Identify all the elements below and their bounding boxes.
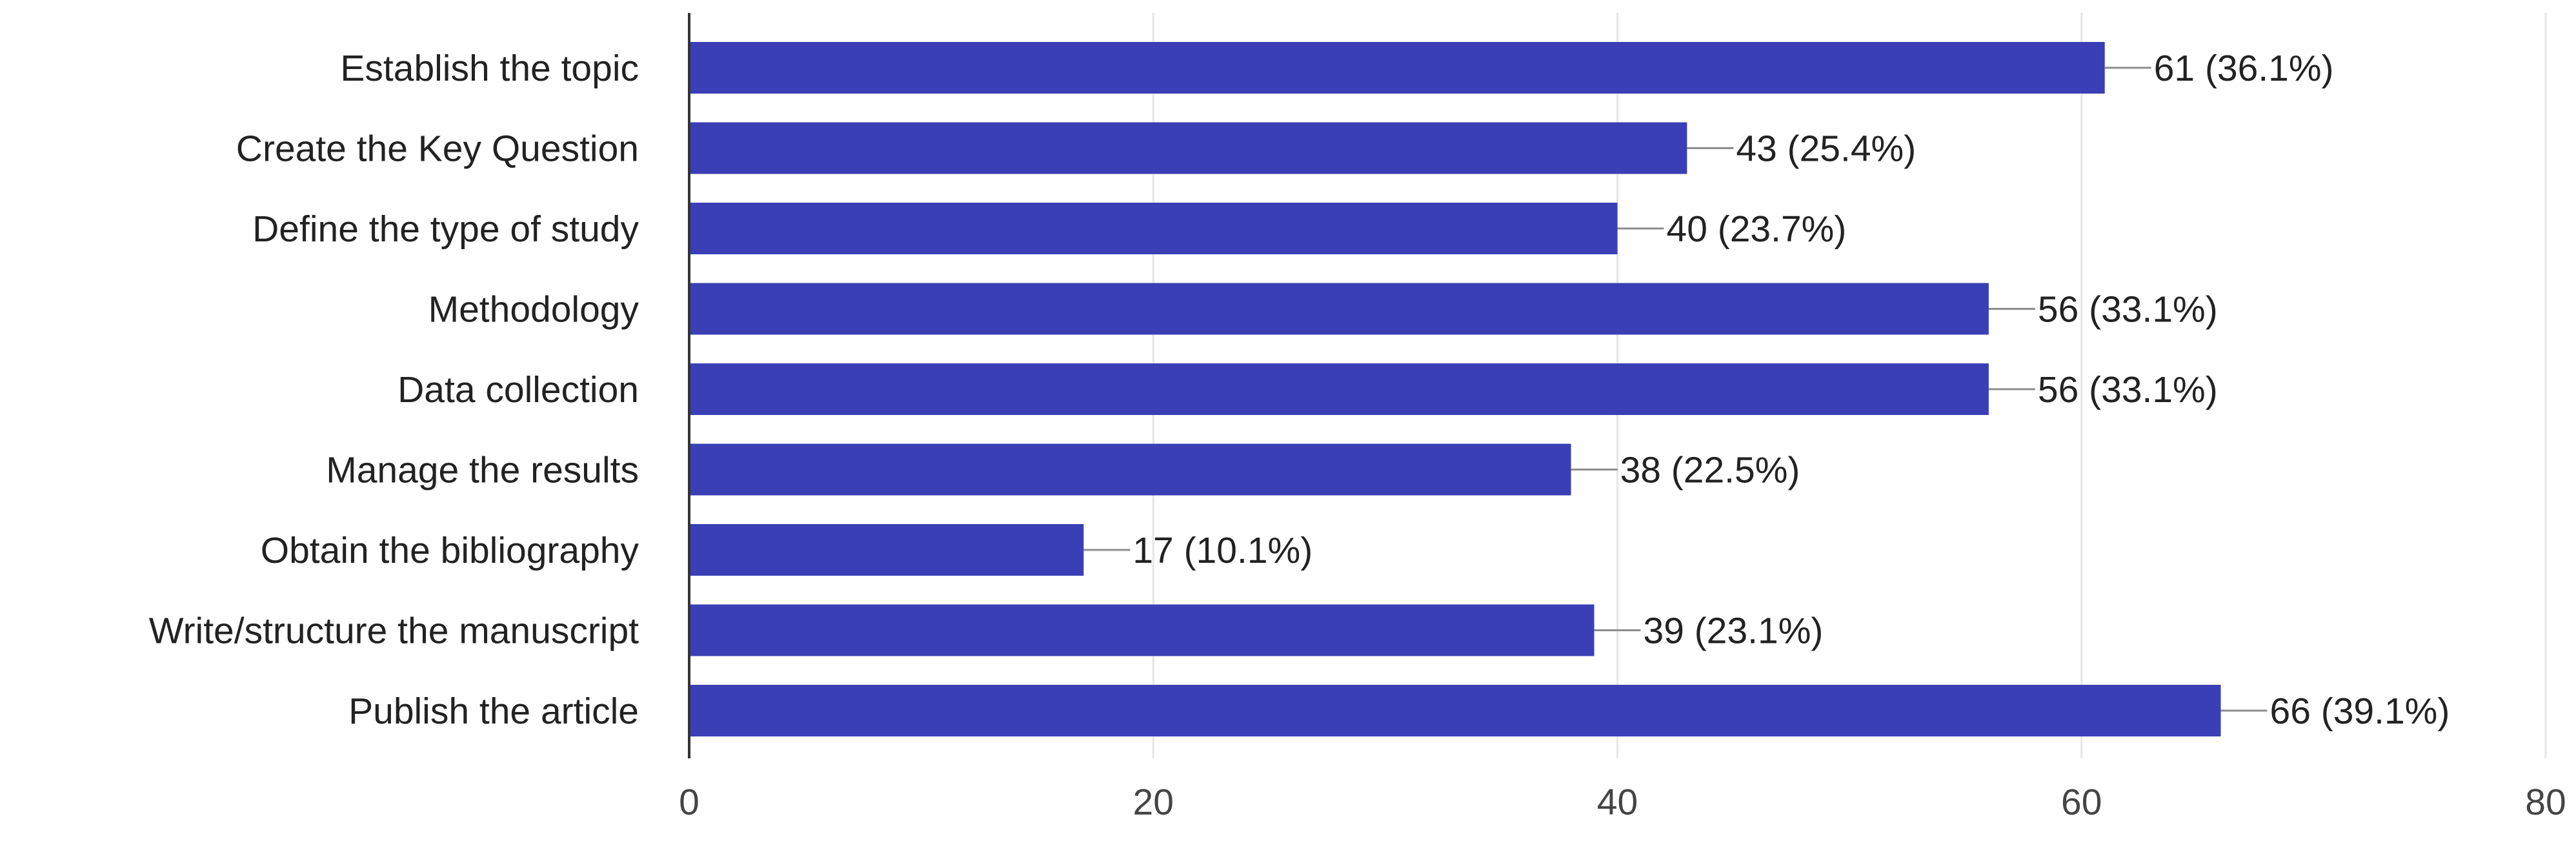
data-label-9: 66 (39.1%) bbox=[2270, 691, 2450, 732]
category-label-3: Define the type of study bbox=[252, 208, 639, 250]
bar-8 bbox=[689, 604, 1595, 656]
bar-1 bbox=[689, 42, 2105, 94]
bar-4 bbox=[689, 283, 1989, 335]
bar-3 bbox=[689, 203, 1618, 254]
bar-9 bbox=[689, 685, 2221, 736]
x-tick-label-40: 40 bbox=[1597, 782, 1638, 823]
category-label-8: Write/structure the manuscript bbox=[149, 611, 639, 652]
category-label-2: Create the Key Question bbox=[236, 128, 639, 170]
data-label-7: 17 (10.1%) bbox=[1132, 530, 1313, 571]
category-label-7: Obtain the bibliography bbox=[261, 530, 639, 571]
data-label-4: 56 (33.1%) bbox=[2038, 289, 2218, 330]
bar-2 bbox=[689, 122, 1687, 174]
bars bbox=[689, 42, 2221, 736]
data-label-3: 40 (23.7%) bbox=[1667, 208, 1847, 250]
x-tick-label-0: 0 bbox=[679, 782, 699, 823]
bar-5 bbox=[689, 363, 1989, 415]
data-label-6: 38 (22.5%) bbox=[1620, 450, 1800, 491]
x-tick-label-20: 20 bbox=[1133, 782, 1174, 823]
data-label-8: 39 (23.1%) bbox=[1644, 611, 1824, 652]
category-label-6: Manage the results bbox=[326, 450, 639, 491]
data-label-2: 43 (25.4%) bbox=[1736, 128, 1916, 170]
data-label-5: 56 (33.1%) bbox=[2038, 369, 2218, 410]
category-label-5: Data collection bbox=[397, 369, 639, 410]
x-tick-label-60: 60 bbox=[2061, 782, 2102, 823]
category-label-1: Establish the topic bbox=[340, 48, 639, 89]
data-label-1: 61 (36.1%) bbox=[2154, 48, 2334, 89]
bar-6 bbox=[689, 443, 1571, 496]
category-label-4: Methodology bbox=[428, 289, 639, 330]
x-tick-label-80: 80 bbox=[2525, 782, 2566, 823]
labels: 0 20 40 60 80 Establish the topic 61 (36.1%) Cr… bbox=[149, 48, 2566, 823]
bar-7 bbox=[689, 524, 1084, 576]
category-label-9: Publish the article bbox=[348, 691, 639, 732]
